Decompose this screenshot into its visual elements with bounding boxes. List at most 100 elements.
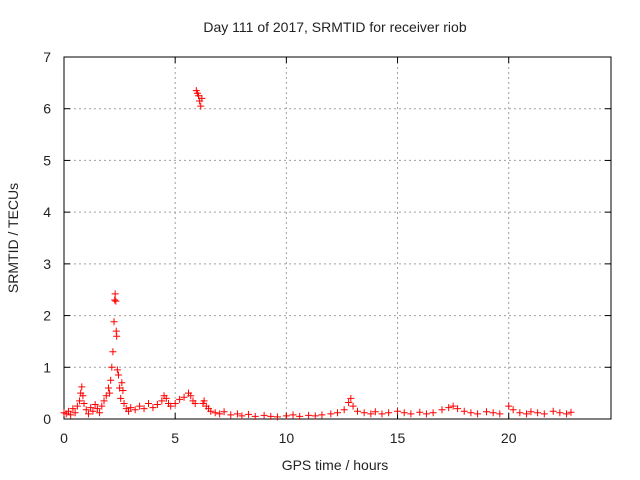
data-point	[489, 409, 497, 417]
data-point	[76, 397, 84, 405]
data-point	[153, 401, 161, 409]
data-point	[445, 404, 453, 412]
data-point	[378, 410, 386, 418]
data-point	[282, 412, 290, 420]
data-point	[273, 413, 281, 421]
data-point	[187, 392, 195, 400]
data-point	[191, 399, 199, 407]
y-tick-label: 1	[43, 359, 51, 375]
data-point	[67, 411, 75, 419]
data-point	[127, 404, 135, 412]
y-tick-label: 2	[43, 308, 51, 324]
data-point	[349, 402, 357, 410]
data-point	[416, 408, 424, 416]
data-point	[260, 411, 268, 419]
data-point	[509, 406, 517, 414]
data-point	[71, 409, 79, 417]
data-point	[180, 393, 188, 401]
data-series-riob	[60, 87, 575, 421]
data-point	[251, 412, 259, 420]
data-point	[171, 399, 179, 407]
data-point	[311, 412, 319, 420]
data-point	[429, 409, 437, 417]
data-point	[73, 402, 81, 410]
data-point	[136, 402, 144, 410]
x-tick-label: 15	[390, 430, 406, 446]
data-point	[113, 366, 121, 374]
x-tick-label: 5	[171, 430, 179, 446]
data-point	[482, 408, 490, 416]
data-point	[516, 409, 524, 417]
data-point	[347, 394, 355, 402]
data-point	[563, 410, 571, 418]
data-point	[198, 94, 206, 102]
data-point	[345, 398, 353, 406]
data-point	[460, 407, 468, 415]
y-axis-label: SRMTID / TECUs	[5, 183, 21, 293]
data-point	[149, 404, 157, 412]
x-tick-label: 10	[279, 430, 295, 446]
data-point	[110, 318, 118, 326]
data-point	[112, 297, 120, 305]
x-axis-label: GPS time / hours	[282, 457, 389, 473]
data-point	[107, 376, 115, 384]
data-point	[220, 408, 228, 416]
data-point	[140, 405, 148, 413]
data-point	[167, 402, 175, 410]
data-point	[267, 412, 275, 420]
data-point	[113, 332, 121, 340]
plot-frame	[63, 56, 612, 420]
data-point	[80, 399, 88, 407]
chart-title: Day 111 of 2017, SRMTID for receiver rio…	[203, 19, 466, 35]
data-point	[305, 411, 313, 419]
data-point	[78, 383, 86, 391]
data-point	[318, 411, 326, 419]
data-point	[334, 409, 341, 417]
data-point	[367, 410, 375, 418]
data-point	[394, 407, 402, 415]
data-point	[467, 409, 475, 417]
data-point	[207, 407, 215, 415]
data-point	[371, 408, 379, 416]
data-point	[556, 409, 564, 417]
y-tick-label: 5	[43, 152, 51, 168]
data-point	[93, 405, 101, 413]
data-point	[158, 397, 166, 405]
data-point	[327, 410, 335, 418]
data-point	[454, 405, 462, 413]
data-point	[79, 392, 87, 400]
data-point	[89, 407, 97, 415]
data-point	[87, 404, 95, 412]
x-tick-label: 20	[501, 430, 517, 446]
data-point	[104, 384, 112, 392]
grid-lines	[64, 57, 611, 419]
data-point	[296, 412, 304, 420]
data-point	[354, 407, 362, 415]
data-point	[523, 410, 531, 418]
y-tick-label: 3	[43, 256, 51, 272]
data-point	[407, 410, 415, 418]
data-point	[64, 407, 72, 415]
axis-ticks: 0 5 10 15 20 0 1 2 3 4 5 6 7	[43, 49, 611, 446]
data-point	[549, 407, 557, 415]
data-point	[106, 389, 114, 397]
data-point	[227, 411, 235, 419]
data-point	[385, 409, 393, 417]
data-point	[449, 402, 457, 410]
data-point	[109, 348, 117, 356]
data-point	[474, 410, 482, 418]
data-point	[340, 406, 348, 414]
data-point	[540, 410, 548, 418]
data-point	[98, 402, 106, 410]
data-point	[100, 397, 108, 405]
data-point	[118, 379, 126, 387]
data-point	[360, 409, 368, 417]
data-point	[422, 410, 430, 418]
data-point	[505, 402, 513, 410]
data-point	[69, 405, 77, 413]
data-point	[200, 397, 208, 405]
y-tick-label: 7	[43, 49, 51, 65]
data-point	[82, 406, 90, 414]
data-point	[111, 290, 119, 298]
